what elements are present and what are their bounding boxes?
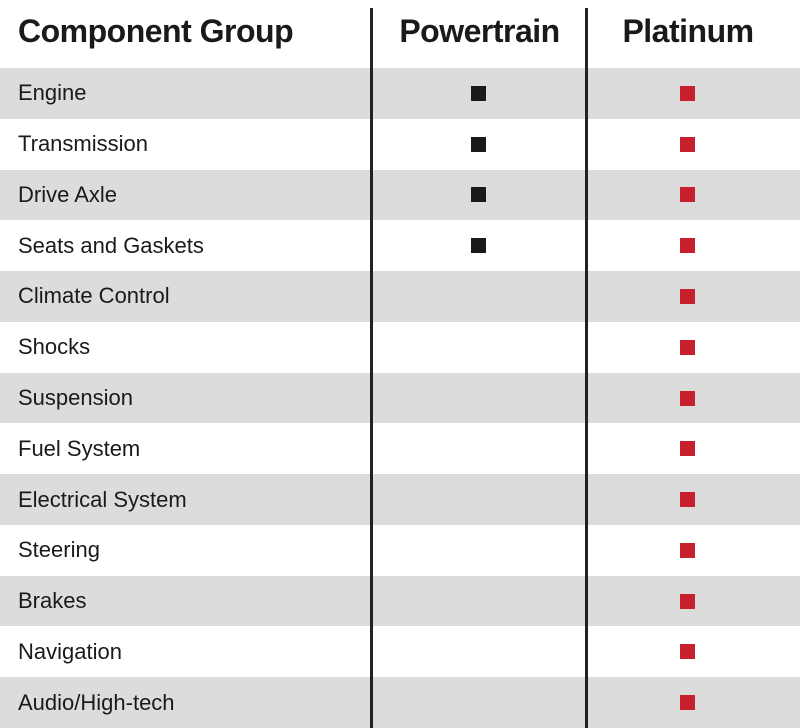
table-row bbox=[0, 474, 800, 525]
coverage-marker bbox=[679, 85, 695, 101]
row-label: Transmission bbox=[18, 131, 148, 157]
table-row bbox=[0, 575, 800, 627]
column-divider bbox=[585, 8, 588, 728]
header-cell: Powertrain bbox=[399, 12, 560, 49]
coverage-marker bbox=[679, 644, 695, 660]
table-row bbox=[0, 271, 800, 322]
row-label: Brakes bbox=[18, 588, 87, 614]
coverage-marker bbox=[679, 288, 695, 304]
table-row bbox=[0, 372, 800, 424]
row-label: Audio/High-tech bbox=[18, 689, 175, 715]
coverage-marker bbox=[679, 441, 695, 457]
row-label: Navigation bbox=[18, 638, 122, 664]
row-label: Steering bbox=[18, 537, 100, 563]
coverage-marker bbox=[679, 593, 695, 609]
coverage-marker bbox=[470, 187, 486, 203]
coverage-marker bbox=[679, 339, 695, 355]
coverage-marker bbox=[679, 542, 695, 558]
table-row bbox=[0, 677, 800, 728]
row-label: Shocks bbox=[18, 334, 91, 360]
table-row bbox=[0, 169, 800, 221]
coverage-marker bbox=[679, 695, 695, 711]
row-label: Drive Axle bbox=[18, 181, 118, 207]
row-label: Suspension bbox=[18, 384, 133, 410]
row-label: Electrical System bbox=[18, 486, 187, 512]
row-label: Fuel System bbox=[18, 435, 141, 461]
header-cell: Component Group bbox=[18, 12, 294, 49]
row-label: Seats and Gaskets bbox=[18, 232, 204, 258]
coverage-marker bbox=[470, 238, 486, 254]
column-divider bbox=[370, 8, 373, 728]
coverage-marker bbox=[470, 136, 486, 152]
table-row bbox=[0, 68, 800, 119]
row-label: Climate Control bbox=[18, 283, 170, 309]
coverage-marker bbox=[679, 390, 695, 406]
coverage-marker bbox=[679, 136, 695, 152]
coverage-marker bbox=[679, 492, 695, 508]
coverage-marker bbox=[679, 238, 695, 254]
coverage-marker bbox=[470, 85, 486, 101]
coverage-marker bbox=[679, 187, 695, 203]
header-cell: Platinum bbox=[622, 12, 754, 49]
row-label: Engine bbox=[18, 80, 87, 106]
